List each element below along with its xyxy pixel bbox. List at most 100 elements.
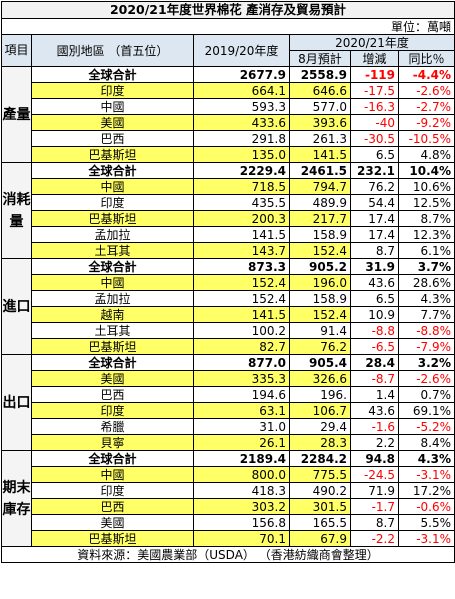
table-row: 巴基斯坦 70.1 67.9 -2.2 -3.1%: [2, 530, 455, 547]
country-cell: 巴西: [31, 386, 194, 403]
change-cell: 6.5: [350, 146, 399, 163]
country-cell: 中國: [31, 178, 194, 195]
forecast-cell: 646.6: [289, 82, 351, 99]
change-cell: -40: [350, 114, 399, 131]
prev-year-cell: 156.8: [193, 514, 290, 531]
table-row: 希臘 31.0 29.4 -1.6 -5.2%: [2, 418, 455, 435]
yoy-cell: -2.6%: [397, 370, 455, 387]
header-yoy: 同比％: [397, 50, 455, 67]
country-cell: 印度: [31, 402, 194, 419]
prev-year-cell: 100.2: [193, 322, 290, 339]
forecast-cell: 28.3: [289, 434, 351, 451]
prev-year-cell: 291.8: [193, 130, 290, 147]
yoy-cell: -0.6%: [397, 498, 455, 515]
section-label: 消耗量: [1, 162, 32, 259]
yoy-cell: -3.1%: [397, 530, 455, 547]
forecast-cell: 76.2: [289, 338, 351, 355]
forecast-cell: 301.5: [289, 498, 351, 515]
table-row: 印度 63.1 106.7 43.6 69.1%: [2, 402, 455, 419]
unit-row: 單位：萬噸: [0, 18, 455, 35]
title-row: 2020/21年度世界棉花 產消存及貿易預計: [0, 1, 455, 19]
yoy-cell: 17.2%: [397, 482, 455, 499]
prev-year-cell: 135.0: [193, 146, 290, 163]
header-row-1: 項目 國別地區 （首五位） 2019/20年度 2020/21年度: [1, 34, 455, 67]
yoy-cell: 8.7%: [397, 210, 455, 227]
prev-year-cell: 800.0: [193, 466, 290, 483]
change-cell: 10.9: [350, 306, 399, 323]
table-row: 美國 433.6 393.6 -40 -9.2%: [2, 114, 455, 131]
change-cell: -1.6: [350, 418, 399, 435]
change-cell: 2.2: [350, 434, 399, 451]
yoy-cell: 6.1%: [397, 242, 455, 259]
change-cell: -1.7: [350, 498, 399, 515]
forecast-cell: 775.5: [289, 466, 351, 483]
change-cell: 54.4: [350, 194, 399, 211]
country-cell: 全球合計: [31, 450, 194, 467]
forecast-cell: 2284.2: [289, 450, 351, 467]
change-cell: -6.5: [350, 338, 399, 355]
forecast-cell: 794.7: [289, 178, 351, 195]
section-label: 進口: [1, 258, 32, 355]
total-row: 進口 全球合計 873.3 905.2 31.9 3.7%: [1, 258, 455, 355]
country-cell: 孟加拉: [31, 290, 194, 307]
country-cell: 中國: [31, 274, 194, 291]
forecast-cell: 91.4: [289, 322, 351, 339]
total-row: 消耗量 全球合計 2229.4 2461.5 232.1 10.4%: [1, 162, 455, 259]
table-row: 中國 718.5 794.7 76.2 10.6%: [2, 178, 455, 195]
country-cell: 巴基斯坦: [31, 146, 194, 163]
header-region: 國別地區 （首五位）: [31, 34, 194, 67]
forecast-cell: 158.9: [289, 226, 351, 243]
prev-year-cell: 2229.4: [193, 162, 290, 179]
country-cell: 巴基斯坦: [31, 530, 194, 547]
change-cell: 8.7: [350, 514, 399, 531]
forecast-cell: 905.4: [289, 354, 351, 371]
change-cell: 17.4: [350, 210, 399, 227]
table-row: 巴西 303.2 301.5 -1.7 -0.6%: [2, 498, 455, 515]
yoy-cell: -7.9%: [397, 338, 455, 355]
change-cell: 31.9: [350, 258, 399, 275]
table-row: 美國 335.3 326.6 -8.7 -2.6%: [2, 370, 455, 387]
table-row: 孟加拉 141.5 158.9 17.4 12.3%: [2, 226, 455, 243]
forecast-cell: 196.0: [289, 274, 351, 291]
forecast-cell: 152.4: [289, 242, 351, 259]
forecast-cell: 106.7: [289, 402, 351, 419]
yoy-cell: 10.6%: [397, 178, 455, 195]
yoy-cell: 12.5%: [397, 194, 455, 211]
table-row: 巴西 291.8 261.3 -30.5 -10.5%: [2, 130, 455, 147]
country-cell: 土耳其: [31, 242, 194, 259]
section-label: 出口: [1, 354, 32, 451]
forecast-cell: 2461.5: [289, 162, 351, 179]
prev-year-cell: 63.1: [193, 402, 290, 419]
cotton-table: 2020/21年度世界棉花 產消存及貿易預計 單位：萬噸 項目 國別地區 （首五…: [0, 1, 455, 563]
forecast-cell: 393.6: [289, 114, 351, 131]
yoy-cell: 3.2%: [397, 354, 455, 371]
yoy-cell: -3.1%: [397, 466, 455, 483]
country-cell: 印度: [31, 194, 194, 211]
forecast-cell: 217.7: [289, 210, 351, 227]
yoy-cell: 28.6%: [397, 274, 455, 291]
change-cell: 43.6: [350, 274, 399, 291]
change-cell: -17.5: [350, 82, 399, 99]
change-cell: -30.5: [350, 130, 399, 147]
table-row: 巴基斯坦 82.7 76.2 -6.5 -7.9%: [2, 338, 455, 355]
country-cell: 美國: [31, 370, 194, 387]
yoy-cell: 4.3%: [397, 290, 455, 307]
country-cell: 全球合計: [31, 258, 194, 275]
change-cell: 76.2: [350, 178, 399, 195]
country-cell: 孟加拉: [31, 226, 194, 243]
table-row: 巴基斯坦 200.3 217.7 17.4 8.7%: [2, 210, 455, 227]
yoy-cell: 0.7%: [397, 386, 455, 403]
yoy-cell: 7.7%: [397, 306, 455, 323]
forecast-cell: 196.: [289, 386, 351, 403]
prev-year-cell: 664.1: [193, 82, 290, 99]
country-cell: 巴西: [31, 130, 194, 147]
prev-year-cell: 303.2: [193, 498, 290, 515]
header-item: 項目: [1, 34, 32, 67]
forecast-cell: 158.9: [289, 290, 351, 307]
total-row: 出口 全球合計 877.0 905.4 28.4 3.2%: [1, 354, 455, 451]
header-change: 增減: [350, 50, 399, 67]
prev-year-cell: 152.4: [193, 290, 290, 307]
country-cell: 中國: [31, 98, 194, 115]
prev-year-cell: 200.3: [193, 210, 290, 227]
forecast-cell: 152.4: [289, 306, 351, 323]
